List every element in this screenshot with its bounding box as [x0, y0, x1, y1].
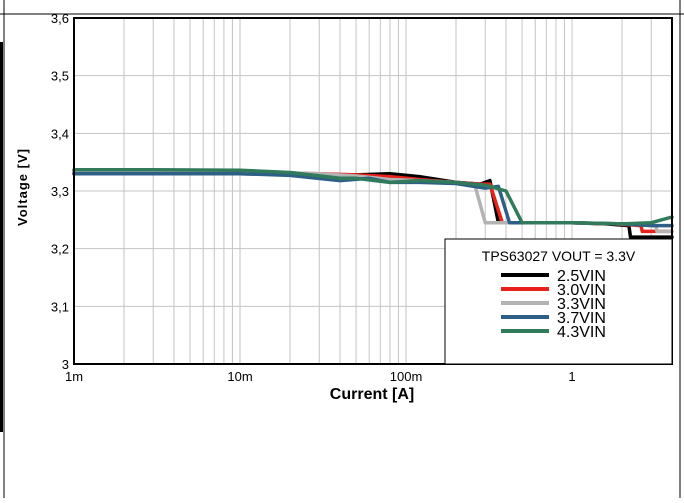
y-tick-label: 3,5 — [51, 69, 69, 84]
y-axis-title: Voltage [V] — [15, 148, 30, 226]
x-tick-label: 100m — [390, 369, 423, 384]
legend-entry-label: 3.0VIN — [557, 282, 606, 299]
left-margin-bar — [0, 42, 3, 432]
y-tick-label: 3,3 — [51, 184, 69, 199]
x-tick-label: 1 — [568, 369, 575, 384]
axes: 3 3,1 3,2 3,3 3,4 3,5 3,6 1m 10m 100m 1 — [51, 11, 673, 384]
plot-area-border — [73, 17, 673, 365]
legend-entry-label: 4.3VIN — [557, 324, 606, 341]
x-tick-label: 1m — [65, 369, 83, 384]
y-tick-label: 3,6 — [51, 11, 69, 26]
x-tick-label: 10m — [227, 369, 252, 384]
legend-title: TPS63027 VOUT = 3.3V — [482, 248, 636, 264]
y-tick-label: 3 — [62, 357, 69, 372]
series-line-2.5VIN — [72, 171, 674, 239]
legend-entry-label: 3.3VIN — [557, 296, 606, 313]
y-tick-label: 3,4 — [51, 126, 69, 141]
legend-entry-label: 3.7VIN — [557, 310, 606, 327]
data-series-lines — [72, 167, 674, 239]
series-line-4.3VIN — [72, 167, 674, 226]
legend: TPS63027 VOUT = 3.3V 2.5VIN3.0VIN3.3VIN3.… — [444, 238, 673, 365]
legend-entry-label: 2.5VIN — [557, 268, 606, 285]
y-tick-label: 3,2 — [51, 242, 69, 257]
y-tick-label: 3,1 — [51, 299, 69, 314]
legend-box — [444, 238, 673, 365]
x-axis-title: Current [A] — [330, 386, 414, 403]
